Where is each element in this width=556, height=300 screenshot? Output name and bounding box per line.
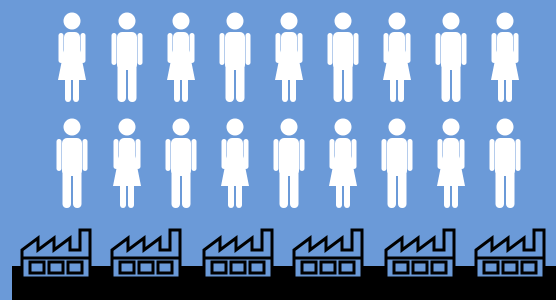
page: (() => { const data = JSON.parse(documen… <box>0 0 556 300</box>
ground <box>12 266 556 300</box>
illustration <box>0 0 556 300</box>
